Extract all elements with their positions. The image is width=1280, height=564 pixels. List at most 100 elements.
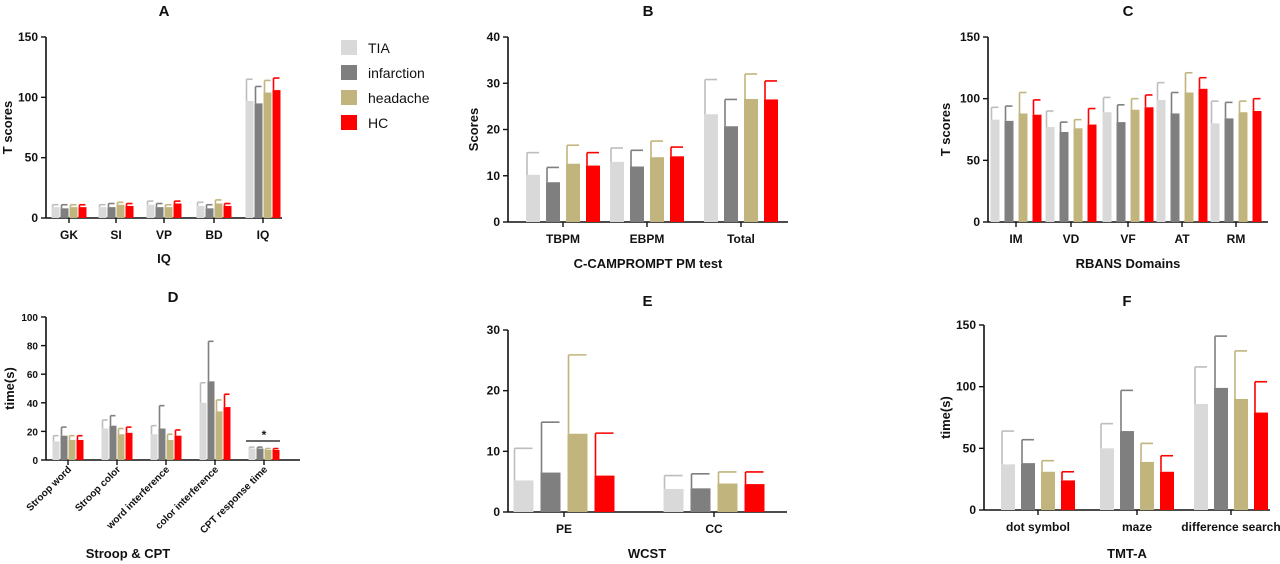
bar-headache bbox=[1041, 471, 1055, 510]
bar-infarction bbox=[1224, 118, 1234, 222]
bar-tia bbox=[51, 207, 60, 218]
panel-e: E 0 10 20 30 PE CC WCST bbox=[487, 293, 787, 561]
bar-headache bbox=[1238, 112, 1248, 222]
y-tick-label: 50 bbox=[967, 153, 981, 167]
legend-swatch-headache bbox=[341, 90, 357, 105]
bar-headache bbox=[1184, 92, 1194, 222]
bar-hc bbox=[174, 435, 182, 460]
y-tick-label: 40 bbox=[487, 30, 501, 44]
bar-hc bbox=[223, 205, 232, 218]
bar-tia bbox=[1194, 403, 1208, 510]
bar-headache bbox=[164, 207, 173, 218]
bar-hc bbox=[272, 90, 281, 218]
legend-label-headache: headache bbox=[368, 90, 430, 106]
bar-hc bbox=[744, 484, 765, 512]
x-tick-label: GK bbox=[60, 228, 78, 242]
y-tick-label: 10 bbox=[487, 444, 501, 458]
y-tick-label: 30 bbox=[487, 76, 501, 90]
y-tick-label: 50 bbox=[963, 441, 977, 455]
y-tick-label: 0 bbox=[31, 211, 38, 225]
bar-hc bbox=[223, 407, 231, 460]
y-tick-label: 100 bbox=[956, 380, 976, 394]
panel-title: D bbox=[168, 289, 179, 306]
bar-headache bbox=[566, 163, 580, 222]
panel-a: A 0 50 100 150 GK SI VP BD IQ IQ T scores bbox=[0, 3, 282, 266]
bar-infarction bbox=[256, 448, 264, 460]
legend: TIA infarction headache HC bbox=[341, 40, 430, 131]
bar-infarction bbox=[205, 208, 214, 218]
panel-title: F bbox=[1122, 293, 1131, 310]
bar-infarction bbox=[690, 488, 711, 512]
bar-headache bbox=[1130, 109, 1140, 222]
bar-headache bbox=[1018, 113, 1028, 222]
bar-infarction bbox=[158, 428, 166, 460]
x-tick-label: EBPM bbox=[630, 232, 665, 246]
bar-tia bbox=[52, 441, 60, 460]
bar-headache bbox=[1140, 461, 1154, 510]
y-tick-label: 60 bbox=[27, 370, 39, 381]
x-tick-label: maze bbox=[1122, 520, 1152, 534]
x-tick-label: AT bbox=[1174, 232, 1190, 246]
bar-tia bbox=[1100, 448, 1114, 510]
bar-infarction bbox=[1021, 463, 1035, 510]
bar-tia bbox=[990, 119, 1000, 222]
y-tick-label: 0 bbox=[973, 215, 980, 229]
y-tick-label: 40 bbox=[27, 399, 39, 410]
bar-hc bbox=[1087, 124, 1097, 222]
y-tick-label: 100 bbox=[21, 313, 38, 324]
bar-hc bbox=[1198, 88, 1208, 222]
bar-infarction bbox=[207, 381, 215, 460]
bar-headache bbox=[214, 203, 223, 218]
y-tick-label: 30 bbox=[487, 323, 501, 337]
bar-hc bbox=[1252, 111, 1262, 222]
x-axis-label: RBANS Domains bbox=[1076, 256, 1181, 271]
panel-title: C bbox=[1123, 3, 1134, 20]
bar-infarction bbox=[1170, 113, 1180, 222]
bar-headache bbox=[68, 439, 76, 460]
bar-infarction bbox=[254, 103, 263, 218]
x-tick-label: CC bbox=[705, 522, 723, 536]
bar-headache bbox=[69, 207, 78, 218]
bar-infarction bbox=[109, 425, 117, 460]
bar-tia bbox=[1156, 99, 1166, 222]
bar-infarction bbox=[1116, 122, 1126, 222]
x-tick-label: VF bbox=[1120, 232, 1135, 246]
x-tick-label: RM bbox=[1227, 232, 1246, 246]
bar-headache bbox=[717, 483, 738, 512]
y-axis-label: T scores bbox=[0, 101, 15, 154]
bar-infarction bbox=[60, 435, 68, 460]
bar-tia bbox=[526, 174, 540, 222]
bar-hc bbox=[1032, 114, 1042, 222]
bar-tia bbox=[1045, 127, 1055, 222]
bar-headache bbox=[215, 411, 223, 460]
bar-tia bbox=[248, 448, 256, 460]
legend-label-hc: HC bbox=[368, 115, 388, 131]
bar-infarction bbox=[1004, 120, 1014, 222]
bar-infarction bbox=[724, 126, 738, 222]
y-tick-label: 100 bbox=[18, 90, 38, 104]
bar-hc bbox=[125, 205, 134, 218]
bar-tia bbox=[1001, 464, 1015, 510]
bar-infarction bbox=[630, 166, 644, 222]
bar-infarction bbox=[1059, 131, 1069, 222]
y-tick-label: 20 bbox=[27, 427, 39, 438]
y-tick-label: 10 bbox=[487, 169, 501, 183]
bar-tia bbox=[245, 100, 254, 218]
y-tick-label: 50 bbox=[25, 151, 39, 165]
bar-tia bbox=[610, 161, 624, 222]
bar-tia bbox=[101, 428, 109, 460]
panel-title: E bbox=[642, 293, 652, 310]
x-axis-label: WCST bbox=[628, 546, 666, 561]
bar-headache bbox=[1073, 128, 1083, 222]
x-tick-label: Total bbox=[727, 232, 755, 246]
x-tick-label: BD bbox=[205, 228, 223, 242]
x-tick-label: IM bbox=[1009, 232, 1022, 246]
x-axis-label: C-CAMPROMPT PM test bbox=[574, 256, 723, 271]
bar-headache bbox=[744, 98, 758, 222]
x-axis-label: IQ bbox=[157, 251, 171, 266]
bar-hc bbox=[125, 432, 133, 460]
y-axis-label: time(s) bbox=[938, 396, 953, 439]
bar-infarction bbox=[60, 208, 69, 218]
bar-infarction bbox=[1214, 387, 1228, 510]
